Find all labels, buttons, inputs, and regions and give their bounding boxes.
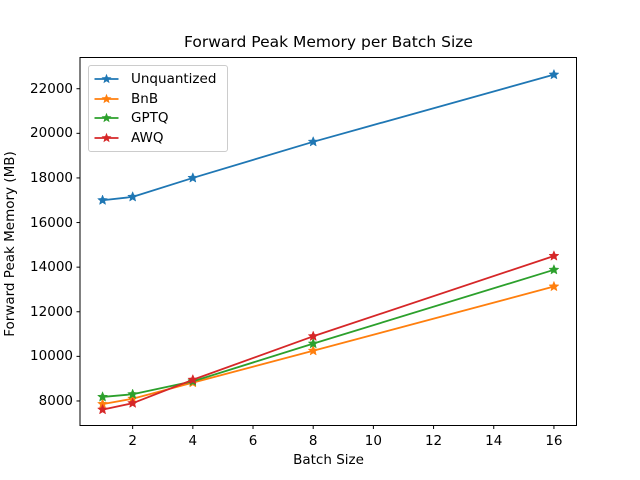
marker-unquantized	[307, 135, 319, 147]
y-tick-label: 14000	[30, 259, 73, 276]
y-tick-label: 22000	[30, 80, 73, 97]
legend-label: Unquantized	[131, 70, 217, 87]
marker-unquantized	[187, 172, 199, 183]
marker-unquantized	[96, 194, 109, 205]
marker-awq	[187, 373, 199, 385]
star-marker-icon	[101, 113, 112, 123]
legend-item-bnb: BnB	[93, 89, 223, 108]
axes-frame	[79, 57, 577, 426]
marker-unquantized	[548, 68, 560, 80]
legend-line-sample	[94, 93, 119, 103]
marker-bnb	[548, 280, 560, 292]
x-tick-label: 10	[364, 432, 382, 449]
star-marker-icon	[101, 93, 112, 103]
y-tick-label: 12000	[30, 303, 73, 320]
y-tick-label: 18000	[30, 169, 73, 186]
star-marker-icon	[101, 73, 112, 84]
marker-gptq	[307, 337, 319, 349]
legend-item-awq: AWQ	[93, 129, 223, 148]
x-tick-label: 14	[485, 432, 503, 449]
legend-line-sample	[94, 113, 119, 123]
x-tick-label: 4	[188, 432, 198, 449]
marker-awq	[307, 330, 319, 342]
legend-line-sample	[94, 132, 119, 143]
x-tick-label: 8	[308, 432, 318, 449]
marker-gptq	[548, 263, 560, 275]
legend: Unquantized BnB GPTQ AWQ	[88, 65, 228, 152]
marker-bnb	[307, 344, 319, 356]
legend-label: BnB	[131, 90, 159, 107]
marker-gptq	[127, 388, 139, 400]
chart-title: Forward Peak Memory per Batch Size	[184, 33, 473, 51]
marker-awq	[127, 397, 139, 408]
x-tick-label: 2	[128, 432, 137, 449]
marker-gptq	[96, 391, 109, 402]
legend-line-sample	[94, 73, 119, 84]
x-tick-label: 12	[424, 432, 443, 449]
legend-label: AWQ	[131, 130, 164, 147]
legend-item-unquantized: Unquantized	[93, 69, 223, 88]
legend-item-gptq: GPTQ	[93, 109, 223, 128]
marker-unquantized	[127, 191, 139, 202]
y-tick-label: 8000	[38, 392, 73, 409]
series-line-gptq	[101, 268, 555, 398]
x-tick-label: 6	[248, 432, 258, 449]
x-axis-label: Batch Size	[293, 452, 364, 468]
marker-awq	[96, 403, 109, 415]
y-tick-label: 16000	[30, 214, 73, 231]
y-tick-label: 20000	[30, 125, 73, 142]
marker-awq	[548, 250, 560, 261]
star-marker-icon	[101, 132, 112, 143]
legend-label: GPTQ	[131, 110, 169, 127]
y-tick-label: 10000	[30, 348, 73, 365]
x-tick-label: 16	[545, 432, 563, 449]
